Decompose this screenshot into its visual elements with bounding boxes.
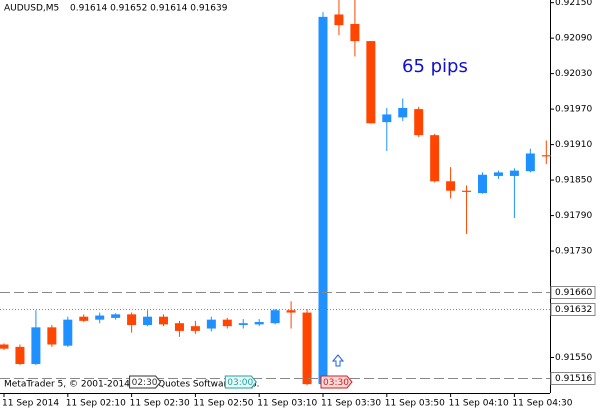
candle-body (79, 316, 89, 321)
candle-body (334, 14, 344, 26)
candle-body (174, 323, 184, 331)
candle-body (525, 153, 535, 172)
y-tick-label: 0.91850 (555, 176, 592, 186)
candle-body (446, 181, 456, 191)
candle-body (47, 327, 57, 345)
y-tick-label: 0.92090 (555, 34, 592, 44)
candle-body (398, 107, 408, 118)
time-marker-box (224, 375, 257, 389)
candle-body (350, 23, 360, 42)
candle-body (127, 314, 137, 325)
x-tick-label: 11 Sep 03:10 (257, 399, 317, 409)
chart-title: AUDUSD,M5 (4, 4, 59, 14)
candle-body (493, 172, 503, 176)
x-tick-label: 11 Sep 03:30 (321, 399, 381, 409)
candle-body (238, 323, 248, 325)
candle-body (254, 322, 264, 325)
arrow-icon (331, 354, 345, 367)
candle-body (15, 346, 25, 365)
price-level-label: 0.91632 (555, 305, 592, 315)
candle-body (111, 314, 121, 318)
x-tick-label: 11 Sep 02:10 (66, 399, 126, 409)
time-marker-label: 02:30 (132, 378, 158, 388)
y-tick-label: 0.91970 (555, 105, 592, 115)
candle-body (509, 170, 519, 176)
x-tick-label: 11 Sep 04:30 (512, 399, 572, 409)
candle-body (318, 16, 328, 385)
candle-body (302, 312, 312, 385)
time-marker-box (129, 375, 162, 389)
price-level-box (550, 372, 596, 385)
candle-body (31, 327, 41, 365)
x-tick-label: 11 Sep 02:50 (193, 399, 253, 409)
candle-body (0, 344, 9, 349)
x-tick-label: 11 Sep 04:10 (449, 399, 509, 409)
y-tick-label: 0.92030 (555, 69, 592, 79)
time-marker-label: 03:30 (323, 378, 349, 388)
candle-body (382, 114, 392, 123)
candle-body (190, 326, 200, 331)
candle-body (159, 316, 168, 325)
price-level-label: 0.91516 (555, 374, 592, 384)
candle-body (95, 315, 105, 320)
candle-body (286, 310, 296, 313)
y-tick-label: 0.91790 (555, 211, 592, 221)
candle-body (414, 109, 424, 136)
time-marker-box (320, 375, 353, 389)
candle-body (222, 319, 232, 327)
y-tick-label: 0.91550 (555, 353, 592, 363)
price-level-label: 0.91660 (555, 288, 592, 298)
x-tick-label: 11 Sep 03:50 (385, 399, 445, 409)
candle-body (478, 174, 487, 194)
candle-body (63, 319, 73, 346)
candle-body (462, 190, 472, 192)
y-tick-label: 0.91730 (555, 247, 592, 257)
y-tick-label: 0.92150 (555, 0, 592, 8)
y-tick-label: 0.91910 (555, 140, 592, 150)
time-marker-label: 03:00 (227, 378, 253, 388)
candle-body (541, 155, 551, 157)
annotation: 65 pips (402, 56, 468, 77)
x-tick-label: 11 Sep 2014 (2, 399, 59, 409)
candle-body (206, 319, 216, 329)
candle-body (430, 135, 440, 182)
x-tick-label: 11 Sep 02:30 (130, 399, 190, 409)
candle-body (270, 310, 280, 324)
price-level-box (550, 303, 596, 316)
chart-subtitle: 0.91614 0.91652 0.91614 0.91639 (70, 4, 228, 14)
candle-body (143, 316, 153, 325)
price-level-box (550, 286, 596, 299)
candle-body (366, 41, 376, 124)
